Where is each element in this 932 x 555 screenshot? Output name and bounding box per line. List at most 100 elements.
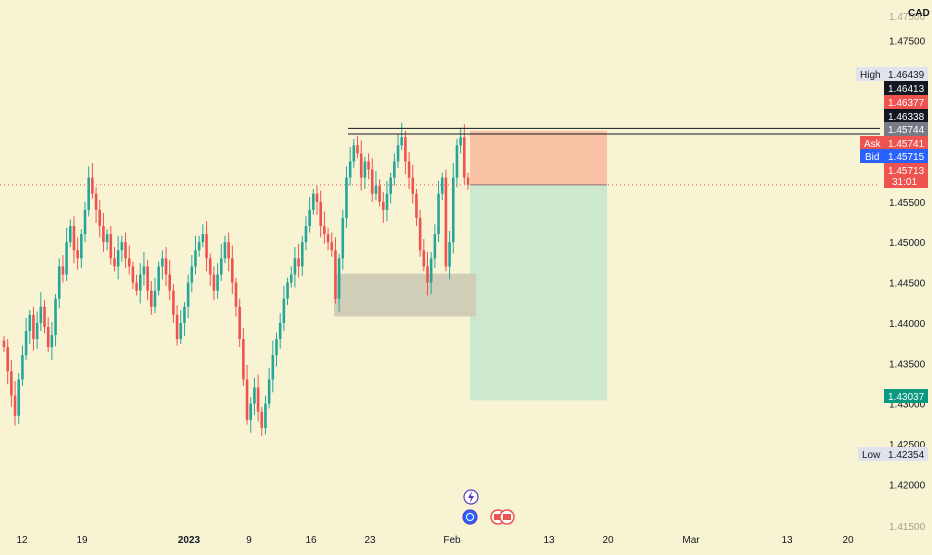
candle-body (429, 258, 433, 283)
candle-body (378, 185, 381, 202)
candle-body (72, 226, 76, 251)
candle-body (444, 177, 448, 267)
candle-body (389, 177, 392, 194)
level-grey-value: 1.45744 (888, 125, 925, 136)
candle-body (345, 177, 348, 218)
candle-body (153, 290, 157, 307)
candle-body (411, 177, 415, 194)
candle-body (150, 290, 153, 307)
candle-body (43, 306, 46, 327)
candle-body (337, 258, 341, 299)
candle-body (50, 335, 54, 348)
candle-body (422, 250, 426, 267)
candle-body (323, 226, 326, 235)
candle-body (264, 403, 267, 428)
candle-body (455, 145, 459, 178)
candle-body (17, 379, 21, 416)
candle-body (83, 209, 87, 235)
x-tick-label: 9 (246, 535, 252, 546)
candle-body (304, 226, 308, 243)
candle-body (76, 250, 79, 259)
bid-value-badge (884, 149, 928, 163)
candle-body (348, 161, 352, 178)
target-badge (884, 389, 928, 403)
level-red-value: 1.46377 (888, 98, 925, 109)
candle-body (208, 258, 212, 275)
candle-body (312, 193, 315, 210)
candle-body (54, 298, 57, 336)
ask-value-badge (884, 136, 928, 150)
candle-body (216, 274, 219, 291)
y-tick-partial-top: 1.47500 (889, 12, 926, 23)
candle-body (415, 193, 418, 218)
candle-body (179, 322, 183, 340)
candle-body (227, 242, 230, 259)
candle-body (256, 387, 260, 412)
candle-body (359, 153, 363, 178)
candle-body (135, 282, 138, 291)
candle-body (451, 177, 455, 243)
candle-body (234, 282, 238, 307)
level-1-badge (884, 81, 928, 95)
candle-body (46, 326, 50, 348)
candle-body (330, 242, 334, 251)
candle-body (94, 193, 98, 210)
candle-body (238, 306, 241, 340)
candle-body (32, 314, 35, 340)
candle-body (175, 314, 179, 340)
candle-body (124, 242, 127, 259)
candle-body (116, 250, 120, 267)
x-tick-label: 23 (364, 535, 376, 546)
bid-value: 1.45715 (888, 152, 925, 163)
candle-body (146, 266, 149, 291)
candle-body (28, 314, 32, 332)
countdown-timer: 31:01 (892, 177, 917, 188)
candle-body (102, 226, 105, 243)
bid-label: Bid (865, 152, 879, 163)
candle-body (260, 411, 264, 428)
x-tick-label: 2023 (178, 535, 201, 546)
x-tick-label: 13 (543, 535, 555, 546)
candle-body (341, 217, 345, 259)
candle-body (437, 193, 440, 235)
candle-body (334, 250, 337, 299)
candle-body (319, 201, 322, 227)
candle-body (168, 274, 172, 291)
candle-body (120, 242, 124, 251)
candle-body (363, 161, 367, 178)
level-lines[interactable] (0, 127, 880, 186)
canada-flag-icon[interactable] (490, 509, 515, 525)
ask-label: Ask (864, 139, 882, 150)
candles (2, 122, 470, 436)
candle-body (190, 266, 194, 283)
candle-body (382, 201, 385, 210)
candle-body (326, 234, 330, 243)
candle-body (418, 217, 422, 251)
event-markers[interactable] (462, 489, 515, 525)
candle-body (293, 258, 297, 275)
earnings-icon[interactable] (462, 509, 478, 525)
candle-body (6, 347, 9, 372)
trade-zones[interactable] (334, 130, 607, 401)
candle-body (271, 355, 275, 380)
candle-body (113, 258, 116, 267)
candle-body (68, 226, 72, 243)
candle-body (440, 177, 444, 194)
candle-body (407, 161, 411, 178)
ask-label-badge (860, 136, 884, 150)
x-axis-ticks: 12 19 2023 9 16 23 Feb 13 20 Mar 13 20 (16, 535, 854, 546)
candle-body (131, 266, 135, 283)
lightning-icon[interactable] (463, 489, 479, 505)
candle-body (2, 340, 6, 348)
candle-body (374, 185, 378, 194)
candle-body (109, 234, 113, 259)
candle-body (24, 331, 28, 356)
y-tick-label: 1.42000 (889, 480, 926, 491)
x-tick-label: 20 (602, 535, 614, 546)
x-tick-label: Feb (443, 535, 461, 546)
candle-body (219, 258, 223, 275)
candle-body (245, 379, 249, 420)
y-tick-label: 1.43500 (889, 359, 926, 370)
